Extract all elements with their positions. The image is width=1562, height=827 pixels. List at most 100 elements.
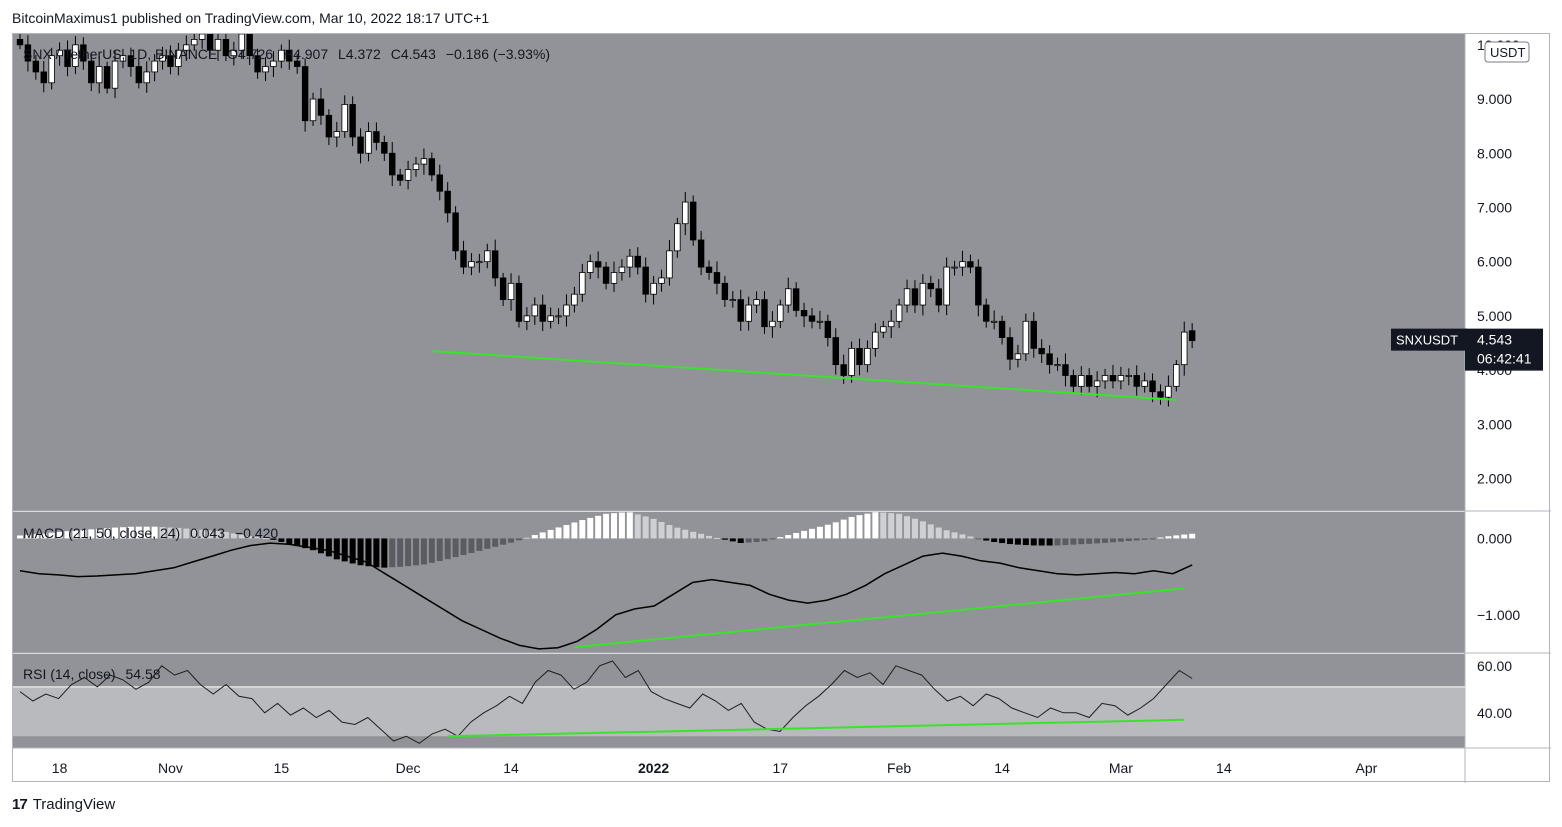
candle-body bbox=[1054, 364, 1061, 367]
macd-histogram-bar bbox=[484, 538, 491, 549]
candle-body bbox=[777, 304, 784, 322]
symbol-badge bbox=[1391, 328, 1467, 351]
macd-histogram-bar bbox=[1117, 538, 1124, 542]
candle-body bbox=[848, 347, 855, 376]
candle-body bbox=[1078, 375, 1085, 387]
macd-histogram-bar bbox=[1078, 538, 1085, 545]
candle-body bbox=[111, 60, 119, 89]
macd-histogram-bar bbox=[310, 538, 317, 551]
price-legend: SNX / TetherUS, 1D, BINANCE O4.726 H4.90… bbox=[23, 46, 550, 62]
candle-body bbox=[1165, 385, 1172, 398]
candle-body bbox=[737, 299, 744, 322]
candle-body bbox=[975, 266, 982, 306]
candle-body bbox=[191, 39, 198, 46]
candle-body bbox=[278, 49, 285, 62]
price-tick: 2.000 bbox=[1477, 470, 1512, 486]
macd-histogram-bar bbox=[745, 538, 752, 543]
price-tick: 9.000 bbox=[1477, 91, 1512, 107]
candle-body bbox=[1093, 380, 1101, 387]
macd-histogram-bar bbox=[373, 538, 380, 568]
macd-histogram-bar bbox=[119, 527, 126, 539]
candle-body bbox=[1006, 337, 1014, 360]
candle-body bbox=[618, 266, 626, 273]
candle-body bbox=[214, 39, 222, 51]
macd-histogram-bar bbox=[840, 519, 847, 539]
macd-histogram-bar bbox=[1173, 535, 1180, 539]
candle-body bbox=[365, 131, 372, 154]
macd-histogram-bar bbox=[270, 538, 277, 540]
candle-body bbox=[1022, 320, 1030, 355]
candle-body bbox=[64, 49, 71, 67]
macd-value-2: −0.420 bbox=[235, 525, 279, 541]
candle-body bbox=[222, 39, 230, 57]
macd-histogram-bar bbox=[959, 534, 966, 539]
macd-histogram-bar bbox=[56, 531, 63, 539]
macd-histogram-bar bbox=[1141, 538, 1148, 540]
macd-histogram-bar bbox=[706, 535, 713, 539]
macd-histogram-bar bbox=[547, 529, 554, 539]
macd-histogram-bar bbox=[40, 533, 47, 539]
macd-histogram-bar bbox=[159, 527, 166, 539]
macd-legend[interactable]: MACD (21, 50, close, 24) 0.043 −0.420 bbox=[23, 525, 278, 541]
candle-body bbox=[491, 250, 499, 279]
symbol-badge-label: SNXUSDT bbox=[1396, 333, 1458, 348]
candle-body bbox=[341, 104, 348, 132]
time-tick: Nov bbox=[158, 760, 183, 776]
candle-body bbox=[1062, 364, 1069, 376]
candle-body bbox=[72, 44, 79, 67]
price-pane bbox=[13, 34, 1465, 511]
candle-body bbox=[1070, 375, 1077, 387]
candle-body bbox=[690, 201, 697, 241]
tradingview-logo-icon: 17 bbox=[12, 796, 28, 813]
macd-histogram-bar bbox=[729, 538, 736, 542]
rsi-tick: 40.00 bbox=[1477, 705, 1512, 721]
candle-body bbox=[420, 158, 428, 165]
candle-body bbox=[705, 266, 713, 273]
time-tick: 18 bbox=[52, 760, 68, 776]
candle-body bbox=[127, 55, 135, 67]
macd-histogram-bar bbox=[317, 538, 324, 554]
macd-histogram-bar bbox=[1094, 538, 1101, 544]
candle-body bbox=[24, 44, 32, 62]
candle-body bbox=[785, 288, 792, 306]
macd-histogram-bar bbox=[444, 538, 451, 560]
candle-body bbox=[903, 288, 911, 306]
candle-body bbox=[682, 201, 689, 225]
tradingview-logo[interactable]: 17 TradingView bbox=[12, 796, 115, 813]
legend-symbol[interactable]: SNX / TetherUS, 1D, BINANCE bbox=[23, 46, 218, 62]
macd-histogram-bar bbox=[349, 538, 356, 564]
candle-body bbox=[389, 152, 396, 176]
macd-histogram-bar bbox=[222, 531, 229, 539]
macd-histogram-bar bbox=[943, 530, 950, 539]
chart-frame[interactable]: 10.0009.0008.0007.0006.0005.0004.0003.00… bbox=[12, 33, 1551, 783]
macd-histogram-bar bbox=[254, 537, 261, 539]
candle-body bbox=[404, 169, 412, 181]
candle-body bbox=[484, 250, 491, 263]
candle-body bbox=[745, 304, 752, 322]
chart-canvas[interactable]: 10.0009.0008.0007.0006.0005.0004.0003.00… bbox=[13, 34, 1551, 783]
macd-histogram-bar bbox=[951, 532, 958, 539]
macd-histogram-bar bbox=[769, 538, 776, 540]
macd-histogram-bar bbox=[215, 531, 221, 539]
macd-histogram-bar bbox=[302, 538, 309, 549]
legend-low: L4.372 bbox=[338, 46, 381, 62]
macd-histogram-bar bbox=[801, 530, 808, 539]
macd-histogram-bar bbox=[848, 516, 855, 539]
candle-body bbox=[547, 315, 554, 322]
price-tick: 3.000 bbox=[1477, 416, 1512, 432]
candle-body bbox=[531, 304, 538, 317]
candle-body bbox=[856, 347, 863, 366]
rsi-legend[interactable]: RSI (14, close) 54.58 bbox=[23, 666, 161, 682]
candle-body bbox=[721, 282, 729, 301]
macd-histogram-bar bbox=[1157, 537, 1164, 539]
candle-body bbox=[293, 60, 301, 67]
candle-body bbox=[167, 55, 174, 67]
macd-histogram-bar bbox=[1133, 538, 1140, 541]
macd-histogram-bar bbox=[294, 538, 301, 547]
macd-histogram-bar bbox=[523, 537, 530, 539]
time-tick: Mar bbox=[1109, 760, 1133, 776]
macd-histogram-bar bbox=[135, 526, 142, 539]
candle-body bbox=[16, 39, 24, 46]
candle-body bbox=[476, 261, 483, 264]
macd-histogram-bar bbox=[175, 527, 182, 539]
